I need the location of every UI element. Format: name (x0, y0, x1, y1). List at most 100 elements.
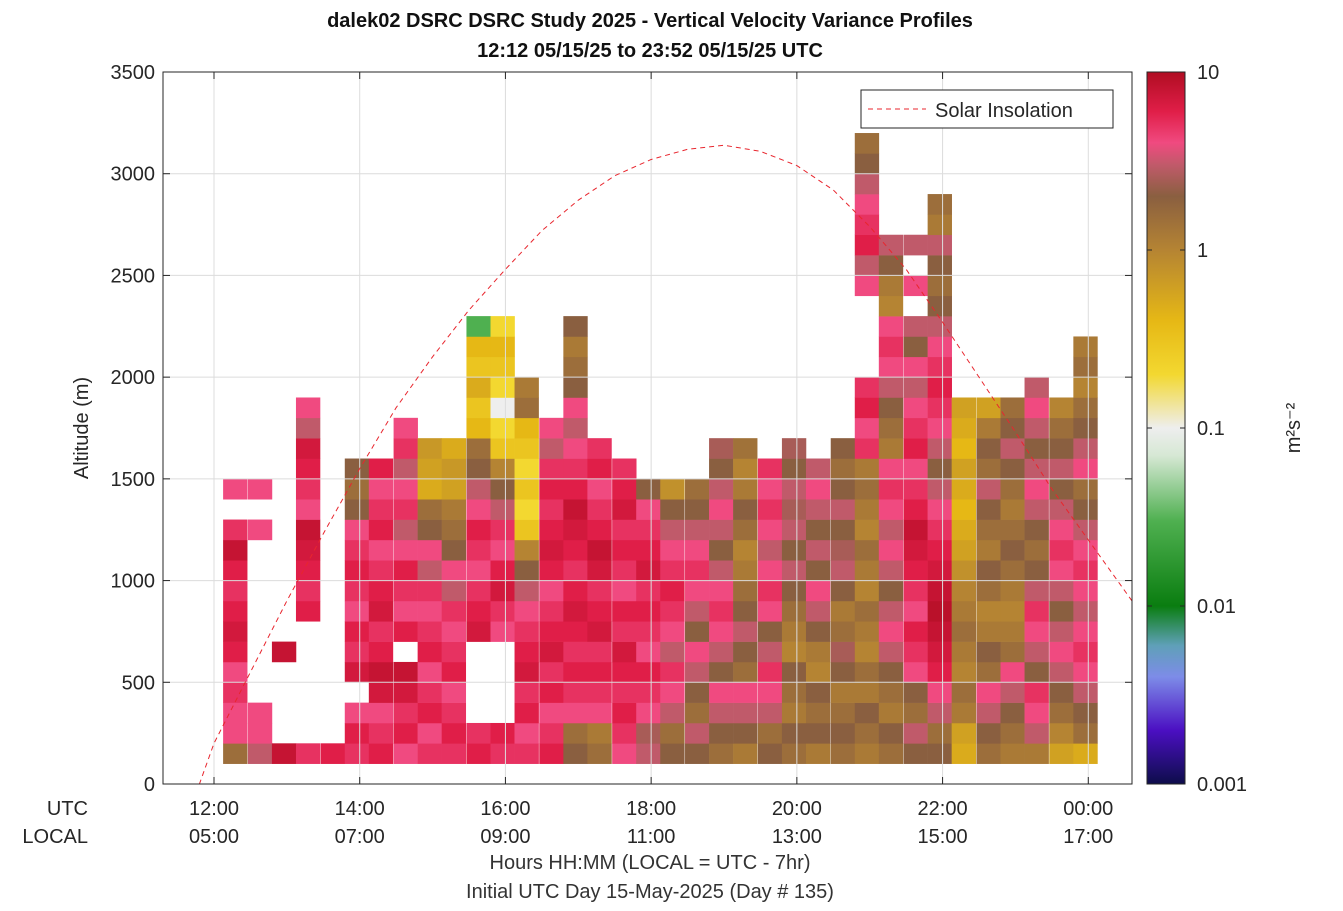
x-tick-label-local: 09:00 (480, 826, 530, 848)
chart-subtitle: 12:12 05/15/25 to 23:52 05/15/25 UTC (477, 40, 823, 62)
x-tick-label-local: 11:00 (627, 826, 676, 848)
heatmap-cell (368, 499, 394, 520)
heatmap-cell (368, 458, 394, 480)
heatmap-cell (781, 641, 807, 663)
heatmap-cell (223, 600, 248, 622)
heatmap-cell (612, 641, 637, 663)
heatmap-cell (393, 600, 418, 622)
heatmap-cell (1073, 722, 1098, 744)
heatmap-cell (927, 519, 952, 541)
heatmap-cell (466, 621, 491, 642)
heatmap-cell (563, 743, 588, 764)
heatmap-cell (903, 275, 928, 297)
heatmap-cell (660, 499, 685, 520)
y-axis: 0 500 1000 1500 2000 2500 3000 3500 (111, 62, 1132, 796)
heatmap-cell (344, 722, 370, 744)
heatmap-cell (636, 722, 661, 744)
heatmap-cell (733, 539, 758, 561)
heatmap-cell (1024, 722, 1049, 744)
heatmap-cell (223, 722, 248, 744)
heatmap-cell (781, 682, 807, 703)
heatmap-cell (733, 722, 758, 744)
heatmap-cell (685, 499, 710, 520)
heatmap-cell (903, 458, 928, 480)
heatmap-cell (368, 722, 394, 744)
heatmap-cell (344, 641, 370, 663)
heatmap-cell (490, 743, 515, 764)
heatmap-cell (466, 458, 491, 480)
heatmap-cell (612, 621, 637, 642)
heatmap-cell (878, 580, 904, 602)
heatmap-cell (417, 641, 442, 663)
heatmap-cell (514, 743, 539, 764)
heatmap-cell (636, 478, 661, 500)
heatmap-cell (660, 661, 685, 683)
heatmap-cell (1024, 478, 1049, 500)
heatmap-cell (1049, 641, 1074, 663)
heatmap-cell (1073, 356, 1098, 378)
legend-entry-solar: Solar Insolation (935, 100, 1073, 122)
heatmap-cell (1024, 397, 1049, 419)
heatmap-cell (976, 417, 1001, 439)
heatmap-cell (223, 743, 248, 764)
heatmap-cell (466, 519, 491, 541)
heatmap-cell (1073, 478, 1098, 500)
heatmap-cell (1049, 560, 1074, 581)
heatmap-cell (490, 377, 515, 398)
heatmap-cell (903, 316, 928, 337)
heatmap-cell (490, 397, 515, 419)
heatmap-cell (709, 661, 734, 683)
x-tick-label-utc: 14:00 (335, 798, 385, 820)
heatmap-cell (490, 356, 515, 378)
colorbar-tick-label: 0.01 (1197, 596, 1236, 618)
heatmap-cell (514, 580, 539, 602)
heatmap-cell (1000, 722, 1025, 744)
heatmap-cell (927, 600, 952, 622)
heatmap-cell (295, 438, 321, 459)
heatmap-cell (878, 682, 904, 703)
heatmap-cell (830, 682, 856, 703)
heatmap-cell (709, 499, 734, 520)
heatmap-cell (976, 519, 1001, 541)
heatmap-cell (927, 682, 952, 703)
solar-insolation-line (163, 144, 1132, 784)
heatmap-cell (854, 499, 880, 520)
heatmap-cell (393, 478, 418, 500)
heatmap-cell (1049, 722, 1074, 744)
heatmap-cell (976, 499, 1001, 520)
heatmap-cell (1049, 458, 1074, 480)
heatmap-cell (441, 519, 467, 541)
heatmap-cell (805, 722, 831, 744)
heatmap-cell (393, 621, 418, 642)
heatmap-cell (709, 600, 734, 622)
heatmap-cell (830, 600, 856, 622)
heatmap-cell (1000, 641, 1025, 663)
heatmap-cell (951, 682, 977, 703)
heatmap-cell (514, 682, 539, 703)
heatmap-cell (830, 621, 856, 642)
heatmap-cell (514, 560, 539, 581)
heatmap-cell (709, 458, 734, 480)
heatmap-cell (417, 661, 442, 683)
y-tick-label: 0 (144, 774, 155, 796)
heatmap-cell (441, 702, 467, 724)
heatmap-cell (781, 661, 807, 683)
colorbar-tick-label: 1 (1197, 240, 1208, 262)
y-tick-label: 1000 (111, 571, 156, 593)
heatmap-cell (709, 438, 734, 459)
x-row-label-local: LOCAL (22, 826, 88, 848)
legend-box (860, 89, 1114, 129)
heatmap-cell (951, 641, 977, 663)
heatmap-cell (976, 397, 1001, 419)
heatmap-cell (636, 682, 661, 703)
heatmap-cell (903, 621, 928, 642)
heatmap-cell (903, 499, 928, 520)
heatmap-cell (660, 702, 685, 724)
heatmap-cell (247, 743, 273, 764)
heatmap-cell (854, 397, 880, 419)
heatmap-cell (539, 621, 564, 642)
heatmap-cell (903, 560, 928, 581)
heatmap-cells (223, 133, 1098, 764)
heatmap-cell (1024, 702, 1049, 724)
heatmap-cell (1024, 661, 1049, 683)
